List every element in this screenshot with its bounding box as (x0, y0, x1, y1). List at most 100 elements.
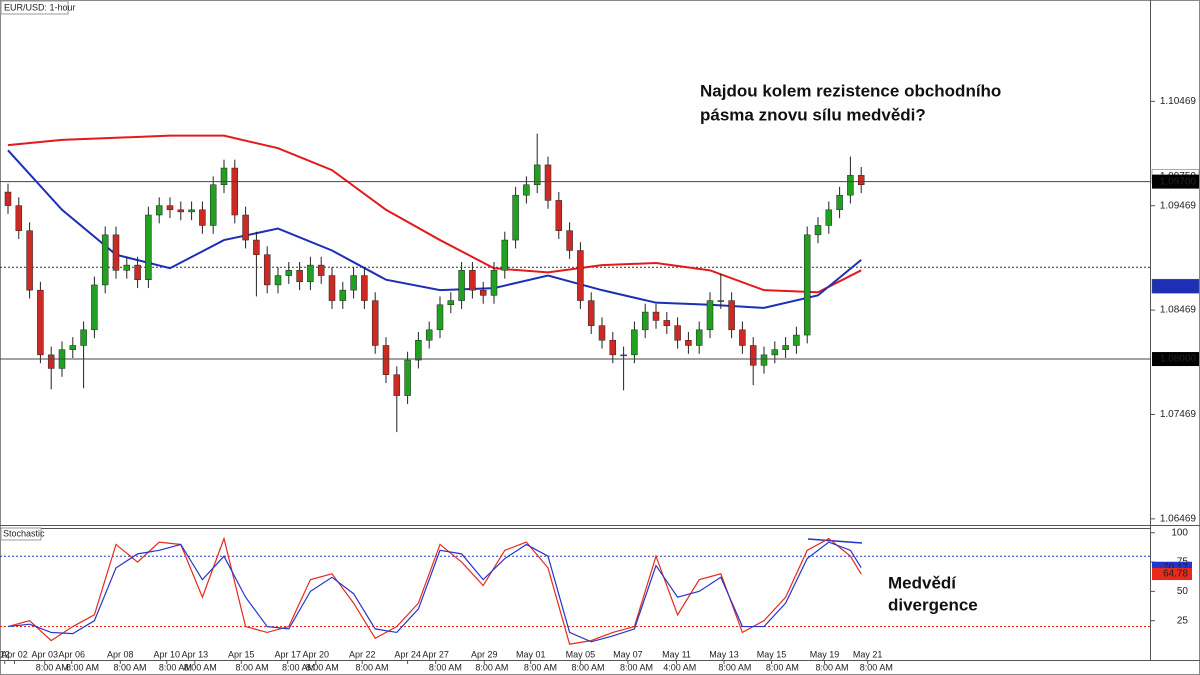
x-time-label: 8:00 AM (114, 662, 147, 672)
x-tick-label: Apr 02 (1, 649, 28, 659)
moving-average (7, 134, 862, 294)
candle-body (674, 325, 681, 341)
x-tick-label: Apr 29 (471, 649, 498, 659)
x-tick-label: May 15 (757, 649, 787, 659)
candle-body (188, 209, 195, 213)
candle-body (231, 167, 239, 216)
candle-body (26, 230, 33, 291)
candle-body (555, 200, 563, 231)
value-tag (1152, 568, 1192, 581)
x-time-label: 8:00 AM (355, 662, 388, 672)
x-time-label: 8:00 AM (524, 662, 557, 672)
x-tick-label: May 21 (853, 649, 883, 659)
annotation: Medvědí (888, 573, 957, 592)
x-time-label: 8:00 AM (184, 662, 217, 672)
y-tick-label: 1.09469 (1160, 200, 1197, 211)
candle-body (134, 264, 141, 280)
candle-body (803, 234, 811, 336)
candle-body (328, 275, 336, 301)
x-tick-label: Apr 24 (394, 649, 421, 659)
x-time-label: 8:00 AM (159, 662, 192, 672)
x-time-label: 8:00 AM (429, 662, 462, 672)
indicator-title: Stochastic (3, 528, 45, 538)
x-time-label: 4:00 AM (663, 662, 696, 672)
y-tick-label: 100 (1171, 527, 1188, 538)
candle-body (577, 250, 584, 301)
x-time-label: 8:00 AM (236, 662, 269, 672)
candle-body (123, 264, 131, 271)
level-tag-label: 1.09700 (1160, 176, 1197, 187)
candle-body (199, 209, 206, 226)
candle-body (145, 214, 152, 280)
x-tick-label: May 05 (566, 649, 596, 659)
x-tick-label: Apr 22 (349, 649, 376, 659)
candle-body (80, 329, 87, 346)
candle-body (177, 209, 185, 213)
x-time-label: 8:00 AM (282, 662, 315, 672)
x-tick-label: Apr 15 (228, 649, 255, 659)
stochastic-line (7, 541, 862, 643)
candle-body (825, 209, 833, 226)
x-tick-label: May 13 (709, 649, 739, 659)
candle-body (695, 329, 703, 346)
value-tag-label: 70.17 (1163, 562, 1188, 573)
x-tick-label: Apr 17 (274, 649, 301, 659)
candle-body (361, 275, 368, 301)
candle-body (749, 345, 757, 366)
candle-body (371, 300, 379, 346)
candle-body (4, 191, 12, 206)
candle-body (447, 300, 455, 306)
candle-body (587, 300, 595, 326)
candle-body (836, 194, 843, 211)
candle-body (91, 284, 98, 331)
candle-body (458, 270, 465, 301)
candle-body (523, 184, 530, 196)
y-tick-label: 1.06469 (1160, 513, 1197, 524)
candle-body (479, 289, 487, 296)
x-time-label: 8:00 AM (36, 662, 69, 672)
candle-body (155, 205, 163, 216)
candle-body (37, 289, 44, 356)
candle-body (544, 164, 552, 201)
candle-body (242, 214, 249, 241)
x-tick-label: Apr 20 (303, 649, 330, 659)
candle-body (771, 349, 779, 356)
candle-body (533, 164, 541, 185)
candle-body (220, 167, 228, 185)
candle-body (793, 334, 800, 346)
x-tick-label: May 07 (613, 649, 643, 659)
moving-average (7, 149, 862, 309)
candle-body (415, 340, 422, 361)
candle-body (717, 300, 725, 302)
candle-body (393, 374, 401, 396)
candle-body (274, 275, 282, 286)
price-tag (1151, 278, 1200, 294)
candle-body (209, 184, 217, 226)
annotation: Najdou kolem rezistence obchodního (700, 81, 1001, 100)
title-box (0, 0, 69, 15)
candle-body (685, 340, 692, 346)
candle-body (609, 340, 617, 356)
candle-body (620, 354, 627, 357)
candle-body (631, 329, 638, 356)
candle-body (641, 311, 649, 331)
x-tick-label: May 11 (662, 649, 691, 659)
candle-body (782, 345, 789, 350)
candle-body (339, 289, 347, 301)
x-time-label: 8:00 AM (816, 662, 849, 672)
candle-body (436, 304, 444, 331)
candle-body (253, 239, 260, 255)
x-tick-label: Apr 27 (422, 649, 449, 659)
x-time-label: 8:00 AM (860, 662, 893, 672)
candle-body (263, 254, 271, 286)
candle-body (566, 230, 573, 251)
candle-body (490, 270, 498, 296)
candle-body (382, 345, 390, 375)
x-tick-label: May 01 (516, 649, 546, 659)
candle-body (501, 239, 509, 271)
level-tag (1152, 352, 1199, 367)
candle-body (101, 234, 109, 286)
x-time-label: 8:00 AM (620, 662, 653, 672)
level-tag-label: 1.08000 (1160, 354, 1197, 365)
